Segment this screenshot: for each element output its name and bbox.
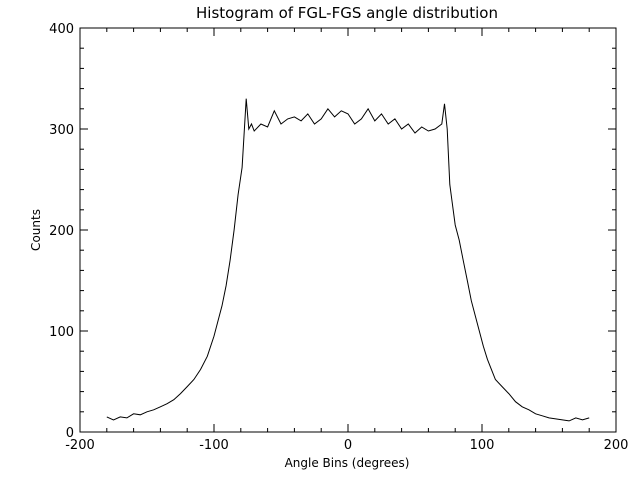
x-tick-label: 0 [344,438,352,453]
chart-title: Histogram of FGL-FGS angle distribution [196,4,498,22]
y-tick-label: 100 [49,325,74,340]
y-axis-label: Counts [29,209,43,251]
y-tick-label: 400 [49,22,74,37]
axis-ticks [79,27,617,433]
y-tick-label: 200 [49,224,74,239]
x-axis-label: Angle Bins (degrees) [285,456,410,470]
plot-frame [79,27,617,433]
x-tick-label: 200 [604,438,629,453]
x-tick-label: -200 [65,438,95,453]
y-tick-label: 300 [49,123,74,138]
series-line [106,98,590,422]
axis-tick-labels: -200 -100 0 100 200 0 100 200 300 400 [49,22,628,453]
x-tick-label: -100 [199,438,229,453]
y-tick-label: 0 [66,426,74,441]
x-tick-label: 100 [470,438,495,453]
